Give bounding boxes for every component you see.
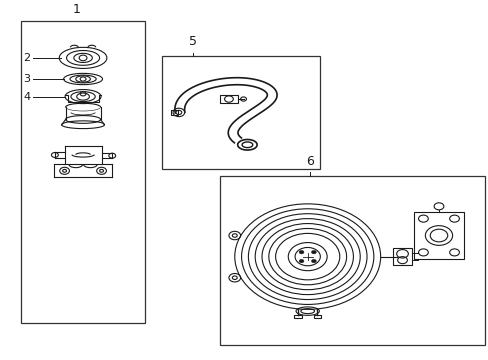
Text: 6: 6: [305, 155, 313, 168]
Bar: [220, 95, 237, 103]
Bar: [392, 248, 411, 265]
Bar: [293, 315, 301, 318]
Circle shape: [299, 251, 304, 254]
Text: 3: 3: [23, 74, 30, 84]
Bar: [413, 212, 463, 260]
Circle shape: [311, 251, 316, 254]
Bar: [170, 110, 178, 114]
Bar: [313, 315, 321, 318]
Text: 4: 4: [23, 91, 30, 102]
Text: 2: 2: [23, 53, 30, 63]
Text: 1: 1: [73, 3, 81, 17]
Bar: [162, 56, 319, 169]
Bar: [21, 21, 144, 323]
Circle shape: [311, 259, 316, 263]
Text: 5: 5: [189, 35, 197, 48]
Bar: [220, 176, 484, 345]
Circle shape: [299, 259, 304, 263]
